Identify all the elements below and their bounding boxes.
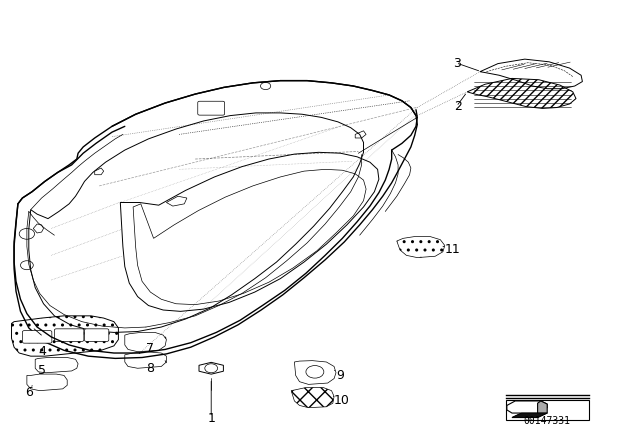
Text: 10: 10 (334, 394, 350, 408)
Text: 4: 4 (38, 345, 46, 358)
FancyBboxPatch shape (84, 329, 109, 341)
Polygon shape (199, 362, 223, 374)
Polygon shape (506, 400, 589, 420)
Text: 11: 11 (445, 243, 461, 257)
Text: 8: 8 (146, 362, 154, 375)
Text: 7: 7 (146, 342, 154, 355)
FancyBboxPatch shape (22, 331, 52, 343)
Text: 9: 9 (336, 369, 344, 382)
Text: 2: 2 (454, 100, 462, 113)
Text: 3: 3 (453, 57, 461, 70)
Text: 00147331: 00147331 (524, 417, 571, 426)
Polygon shape (512, 413, 547, 418)
Text: 1: 1 (207, 412, 215, 426)
Polygon shape (512, 413, 547, 418)
Text: 5: 5 (38, 364, 46, 378)
Polygon shape (538, 401, 547, 413)
Polygon shape (507, 401, 547, 413)
FancyBboxPatch shape (54, 329, 84, 341)
Text: 6: 6 (26, 385, 33, 399)
